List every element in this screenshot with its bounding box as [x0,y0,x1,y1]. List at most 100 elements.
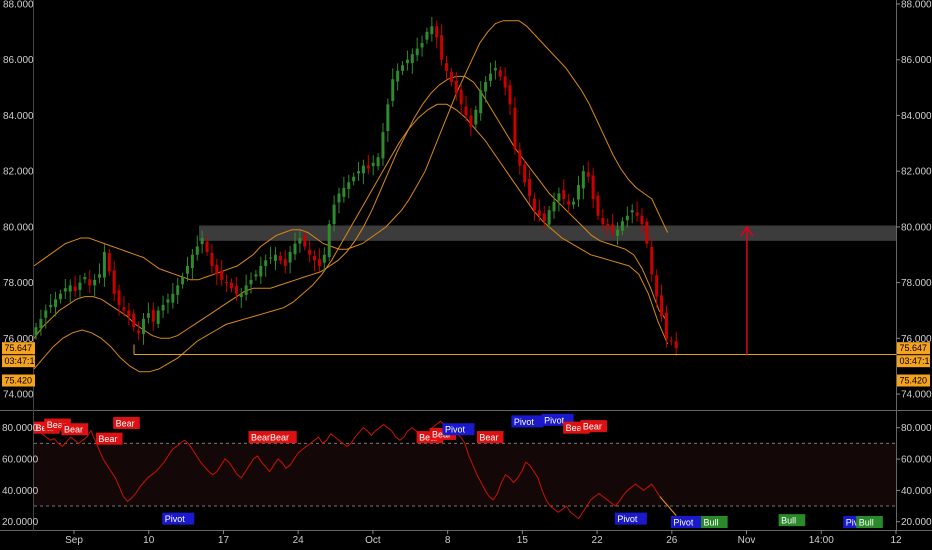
candle[interactable] [479,90,483,114]
candle[interactable] [386,104,390,132]
candle[interactable] [655,275,659,297]
candles-layer[interactable] [34,17,678,356]
candle[interactable] [151,309,155,322]
candle[interactable] [68,285,72,292]
pivot-marker[interactable]: Pivot [670,516,703,528]
candle[interactable] [54,299,58,308]
candle[interactable] [195,246,199,255]
candle[interactable] [572,201,576,205]
candle[interactable] [606,224,610,227]
candle[interactable] [34,327,38,336]
candle[interactable] [645,221,649,244]
candle[interactable] [528,178,532,197]
candle[interactable] [445,63,449,71]
candle[interactable] [161,304,165,311]
candle[interactable] [229,282,233,289]
candle[interactable] [361,165,365,174]
candle[interactable] [616,229,620,236]
candle[interactable] [440,35,444,60]
candle[interactable] [469,115,473,127]
candle[interactable] [225,282,229,284]
bear-marker[interactable]: BearBear [248,431,297,444]
candle[interactable] [401,65,405,71]
candle[interactable] [200,238,204,245]
bear-marker[interactable]: Bear [95,432,123,445]
candle[interactable] [596,195,600,216]
candle[interactable] [347,182,351,190]
candle[interactable] [249,279,253,285]
candle[interactable] [322,254,326,263]
bear-marker[interactable]: Bear [476,431,504,444]
candle[interactable] [63,288,67,292]
candle[interactable] [518,149,522,166]
candle[interactable] [562,190,566,200]
candle[interactable] [58,293,62,300]
candle[interactable] [122,307,126,311]
candle[interactable] [474,109,478,125]
bear-marker[interactable]: Bear [580,420,607,433]
candle[interactable] [552,201,556,212]
candle[interactable] [88,279,92,286]
candle[interactable] [181,277,185,285]
candle[interactable] [547,210,551,225]
bull-marker[interactable]: Bull [856,516,883,528]
candle[interactable] [269,257,273,259]
candle[interactable] [484,82,488,92]
candle[interactable] [39,318,43,329]
candle[interactable] [317,259,321,266]
candle[interactable] [513,107,517,149]
candle[interactable] [459,89,463,105]
candle[interactable] [405,59,409,64]
candle[interactable] [244,285,248,295]
candle[interactable] [376,157,380,167]
candle[interactable] [112,270,116,294]
candle[interactable] [581,171,585,189]
candle[interactable] [137,330,141,333]
candle[interactable] [303,235,307,247]
candle[interactable] [273,254,277,261]
candle[interactable] [381,132,385,159]
candle[interactable] [239,293,243,298]
candle[interactable] [493,68,497,71]
candle[interactable] [542,213,546,222]
candle[interactable] [640,215,644,225]
candle[interactable] [660,295,664,317]
oscillator-panel[interactable]: BearBearBearBearBearPivotBearBearBearBea… [33,413,896,528]
candle[interactable] [420,43,424,48]
candle[interactable] [132,313,136,328]
candle[interactable] [357,171,361,174]
candle[interactable] [308,249,312,255]
candle[interactable] [352,176,356,182]
candle[interactable] [586,172,590,177]
candle[interactable] [430,26,434,35]
candle[interactable] [371,162,375,167]
candle[interactable] [611,224,615,233]
candle[interactable] [83,277,87,280]
bull-marker[interactable]: Bull [778,514,806,527]
candle[interactable] [259,265,263,277]
candle[interactable] [650,246,654,275]
candle[interactable] [93,279,97,286]
candle[interactable] [557,193,561,201]
candle[interactable] [342,187,346,197]
candle[interactable] [44,310,48,318]
candle[interactable] [73,286,77,291]
candle[interactable] [234,285,238,294]
bear-marker[interactable]: Bear [113,416,140,429]
candle[interactable] [171,293,175,303]
candle[interactable] [620,221,624,231]
candle[interactable] [488,73,492,81]
candle[interactable] [278,255,282,261]
candle[interactable] [425,31,429,40]
candle[interactable] [567,201,571,205]
candle[interactable] [156,310,160,324]
candle[interactable] [523,164,527,183]
candle[interactable] [591,175,595,200]
candle[interactable] [503,76,507,88]
candle[interactable] [674,341,678,349]
candle[interactable] [498,70,502,77]
candle[interactable] [98,274,102,278]
candle[interactable] [449,71,453,83]
candle[interactable] [293,243,297,255]
candle[interactable] [576,185,580,200]
